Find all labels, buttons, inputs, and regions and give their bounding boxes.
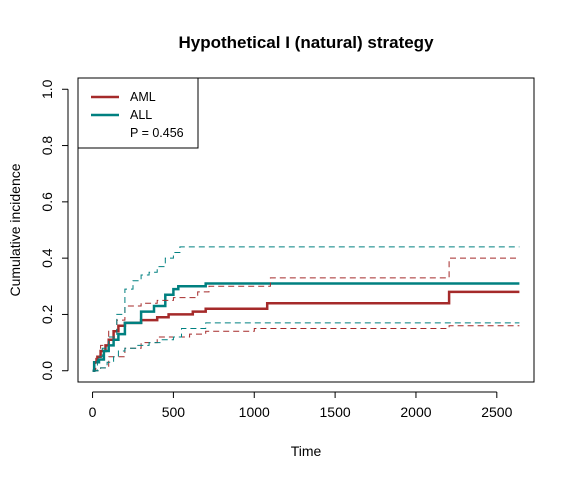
y-tick-label: 0.6 bbox=[39, 192, 55, 212]
chart-title: Hypothetical I (natural) strategy bbox=[178, 33, 434, 52]
x-tick-label: 2500 bbox=[481, 404, 512, 420]
x-tick-label: 500 bbox=[162, 404, 186, 420]
series-line-ci-4-ci-4 bbox=[92, 246, 520, 372]
series-group bbox=[92, 246, 520, 372]
x-tick-label: 0 bbox=[89, 404, 97, 420]
x-tick-label: 1500 bbox=[320, 404, 351, 420]
legend-label-aml: AML bbox=[130, 90, 156, 104]
series-line-aml bbox=[92, 290, 520, 372]
p-value-annotation: P = 0.456 bbox=[130, 126, 184, 140]
y-tick-label: 0.4 bbox=[39, 248, 55, 268]
series-line-all bbox=[92, 282, 520, 372]
series-line-ci-5-ci-5 bbox=[92, 322, 520, 372]
legend: AML ALL P = 0.456 bbox=[77, 77, 199, 149]
y-tick-label: 0.2 bbox=[39, 305, 55, 325]
y-tick-label: 1.0 bbox=[39, 79, 55, 99]
y-tick-label: 0.8 bbox=[39, 136, 55, 156]
legend-box bbox=[77, 77, 199, 149]
x-tick-label: 2000 bbox=[400, 404, 431, 420]
y-axis: 0.0 0.2 0.4 0.6 0.8 1.0 bbox=[39, 79, 69, 381]
x-axis-label: Time bbox=[291, 443, 322, 459]
x-tick-label: 1000 bbox=[239, 404, 270, 420]
series-line-ci-2-ci-2 bbox=[92, 257, 520, 372]
x-axis: 0 500 1000 1500 2000 2500 bbox=[89, 391, 513, 420]
y-axis-label: Cumulative incidence bbox=[7, 163, 23, 296]
plot-area-frame bbox=[77, 77, 535, 383]
series-line-ci-3-ci-3 bbox=[92, 325, 520, 372]
legend-label-all: ALL bbox=[130, 108, 152, 122]
y-tick-label: 0.0 bbox=[39, 361, 55, 381]
